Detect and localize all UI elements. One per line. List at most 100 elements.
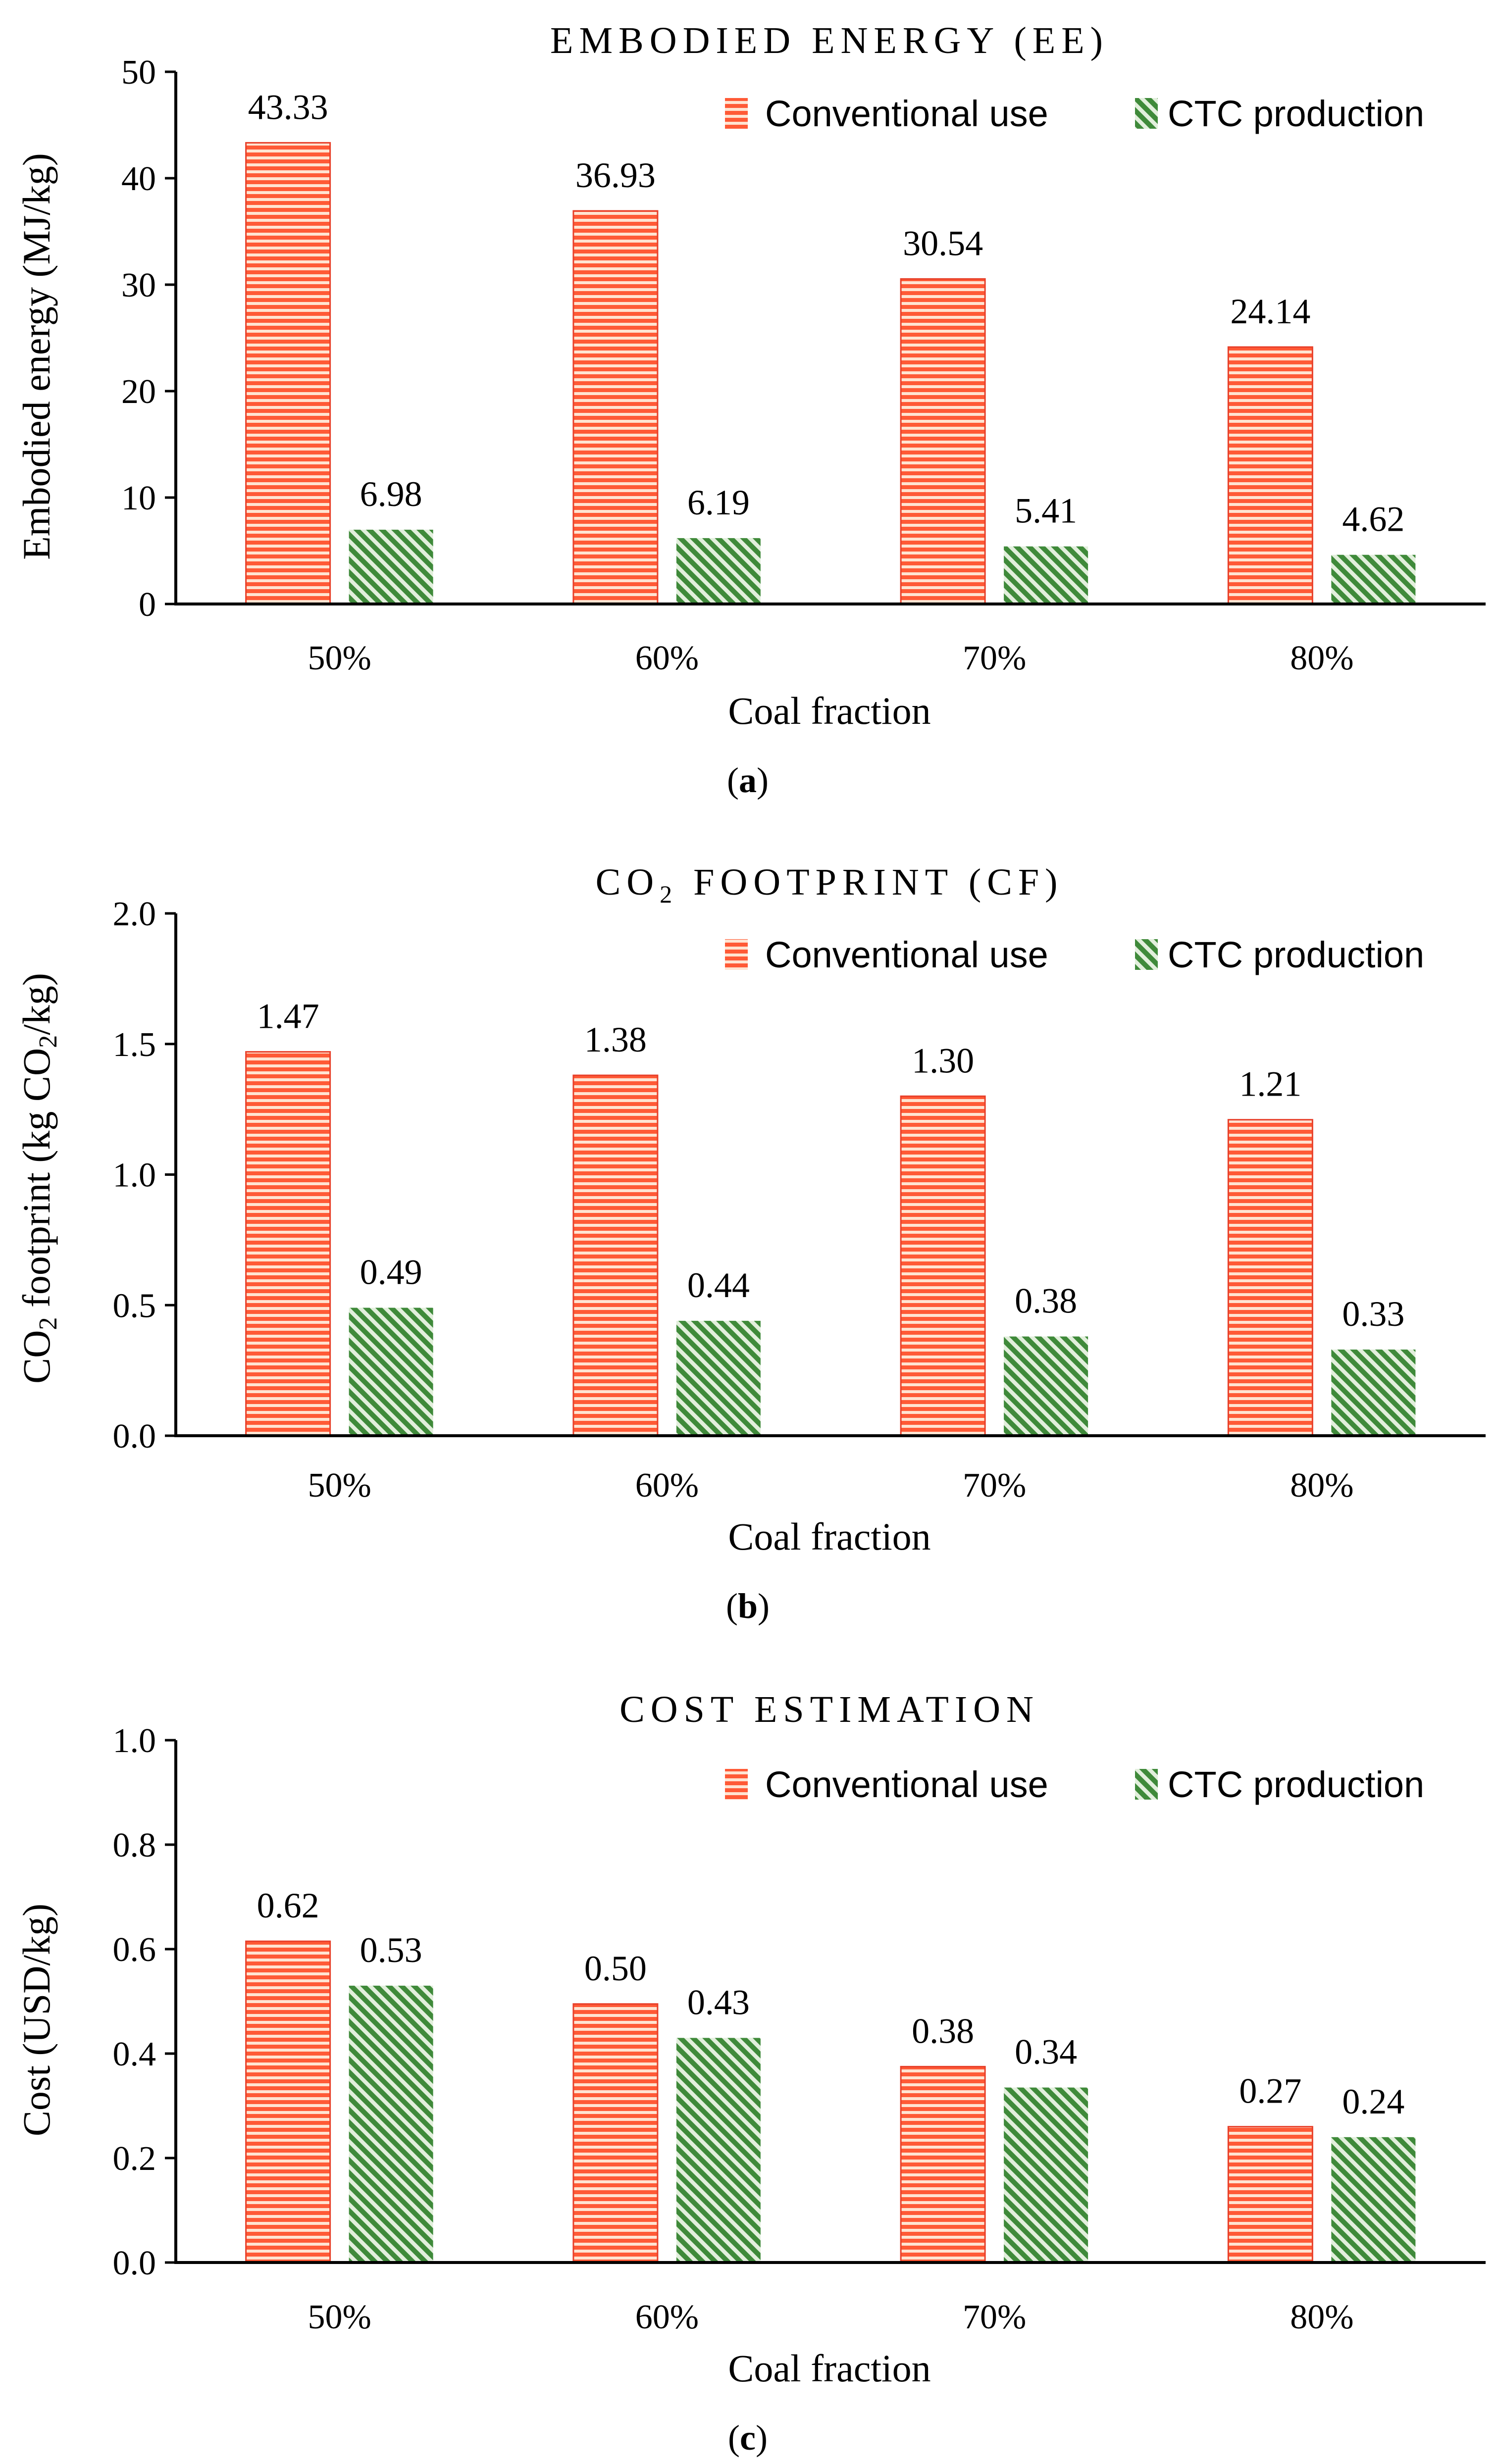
bar-conventional-50pct — [245, 1051, 331, 1437]
panel-b: CO2 FOOTPRINT (CF) CO2 footprint (kg CO2… — [15, 861, 1486, 1626]
y-tick-label: 0.5 — [113, 1287, 156, 1325]
data-label: 1.21 — [1239, 1064, 1301, 1104]
legend-swatch-conventional — [725, 98, 748, 129]
bar-ctc-60pct — [676, 1320, 761, 1436]
data-label: 0.53 — [360, 1930, 422, 1970]
bar-ctc-70pct — [1004, 2087, 1088, 2263]
x-tick-label: 80% — [1290, 639, 1353, 677]
y-tick-label: 2.0 — [113, 895, 156, 933]
data-label: 43.33 — [248, 87, 328, 127]
panel-letter: c — [740, 2418, 756, 2458]
panel-letter: b — [738, 1586, 758, 1626]
bar-conventional-60pct — [572, 210, 659, 605]
y-axis-label: Embodied energy (MJ/kg) — [15, 153, 58, 560]
legend-label-conventional: Conventional use — [765, 93, 1048, 134]
bar-ctc-50pct — [349, 529, 433, 604]
x-tick-label: 50% — [308, 639, 371, 677]
y-tick-label: 1.5 — [113, 1026, 156, 1064]
legend-label-conventional: Conventional use — [765, 934, 1048, 975]
y-tick-label: 50 — [121, 53, 156, 92]
plot-area: 0.0 0.2 0.4 0.6 0.8 1.0 0.62 0.53 50% 0.50 0.43 60%… — [113, 1722, 1486, 2336]
panel-a: EMBODIED ENERGY (EE) Embodied energy (MJ… — [15, 20, 1486, 800]
y-tick-label: 1.0 — [113, 1157, 156, 1195]
data-label: 6.19 — [687, 483, 750, 522]
legend-swatch-conventional — [725, 939, 748, 970]
bar-ctc-80pct — [1331, 2137, 1416, 2263]
data-label: 1.38 — [584, 1020, 647, 1059]
y-tick-label: 0.4 — [113, 2035, 156, 2073]
y-tick-label: 0.0 — [113, 2244, 156, 2282]
x-axis-label: Coal fraction — [728, 1515, 930, 1558]
x-axis-label: Coal fraction — [728, 689, 930, 732]
bar-conventional-50pct — [245, 1940, 331, 2263]
bar-ctc-70pct — [1004, 1336, 1088, 1436]
legend-swatch-ctc — [1135, 939, 1158, 970]
data-label: 0.24 — [1342, 2082, 1404, 2121]
legend-swatch-ctc — [1135, 1769, 1158, 1800]
y-tick-label: 0.6 — [113, 1931, 156, 1969]
plot-area: 0 10 20 30 40 50 43.33 6.98 50% 36.93 6.19 60% 30.54… — [121, 53, 1486, 677]
x-tick-label: 80% — [1290, 2298, 1353, 2336]
data-label: 0.43 — [687, 1982, 750, 2022]
data-label: 36.93 — [575, 155, 656, 195]
data-label: 1.47 — [257, 997, 319, 1036]
data-label: 1.30 — [912, 1041, 974, 1080]
y-axis-label: CO2 footprint (kg CO2/kg) — [15, 973, 62, 1384]
x-tick-label: 60% — [635, 639, 699, 677]
bar-ctc-80pct — [1331, 1349, 1416, 1436]
panel-label: (b) — [726, 1586, 770, 1626]
x-tick-label: 70% — [963, 1466, 1026, 1505]
x-tick-label: 60% — [635, 2298, 699, 2336]
legend: Conventional use CTC production — [725, 934, 1424, 975]
panel-label: (a) — [727, 760, 769, 800]
data-label: 0.38 — [1015, 1281, 1077, 1321]
y-tick-label: 0.0 — [113, 1417, 156, 1456]
bar-conventional-80pct — [1227, 2126, 1313, 2263]
bar-conventional-80pct — [1227, 1119, 1313, 1437]
x-tick-label: 70% — [963, 639, 1026, 677]
data-label: 4.62 — [1342, 500, 1404, 539]
y-tick-label: 10 — [121, 479, 156, 517]
y-tick-label: 0 — [139, 586, 156, 624]
legend: Conventional use CTC production — [725, 1764, 1424, 1805]
legend-label-ctc: CTC production — [1168, 934, 1424, 975]
data-label: 0.49 — [360, 1253, 422, 1292]
x-tick-label: 70% — [963, 2298, 1026, 2336]
y-tick-label: 40 — [121, 160, 156, 198]
bar-conventional-80pct — [1227, 346, 1313, 605]
y-tick-label: 20 — [121, 373, 156, 411]
data-label: 0.50 — [584, 1949, 647, 1988]
plot-area: 0.0 0.5 1.0 1.5 2.0 1.47 0.49 50% 1.38 0.44 60% 1.3… — [113, 895, 1486, 1505]
panel-label: (c) — [728, 2418, 768, 2458]
data-label: 0.33 — [1342, 1294, 1404, 1334]
data-label: 0.27 — [1239, 2071, 1301, 2111]
y-tick-label: 30 — [121, 266, 156, 304]
bar-ctc-50pct — [349, 1307, 433, 1436]
chart-title: COST ESTIMATION — [619, 1689, 1039, 1730]
x-tick-label: 60% — [635, 1466, 699, 1505]
data-label: 30.54 — [903, 223, 983, 263]
data-label: 0.38 — [912, 2011, 974, 2051]
legend-label-ctc: CTC production — [1168, 93, 1424, 134]
legend-swatch-ctc — [1135, 98, 1158, 129]
bar-conventional-50pct — [245, 142, 331, 605]
panel-letter: a — [739, 760, 757, 800]
x-axis-label: Coal fraction — [728, 2347, 930, 2390]
bar-conventional-70pct — [900, 2065, 986, 2263]
x-tick-label: 50% — [308, 2298, 371, 2336]
bar-conventional-60pct — [572, 1074, 659, 1437]
x-tick-label: 50% — [308, 1466, 371, 1505]
data-label: 5.41 — [1015, 491, 1077, 531]
data-label: 0.34 — [1015, 2032, 1077, 2072]
bar-ctc-80pct — [1331, 554, 1416, 604]
bar-conventional-70pct — [900, 1095, 986, 1437]
panel-c: COST ESTIMATION Cost (USD/kg) Coal fract… — [15, 1689, 1486, 2458]
bar-ctc-60pct — [676, 538, 761, 604]
y-tick-label: 0.2 — [113, 2140, 156, 2178]
chart-title: CO2 FOOTPRINT (CF) — [596, 861, 1064, 908]
legend-label-conventional: Conventional use — [765, 1764, 1048, 1805]
data-label: 0.44 — [687, 1265, 750, 1305]
bar-conventional-60pct — [572, 2003, 659, 2263]
bar-ctc-50pct — [349, 1985, 433, 2263]
